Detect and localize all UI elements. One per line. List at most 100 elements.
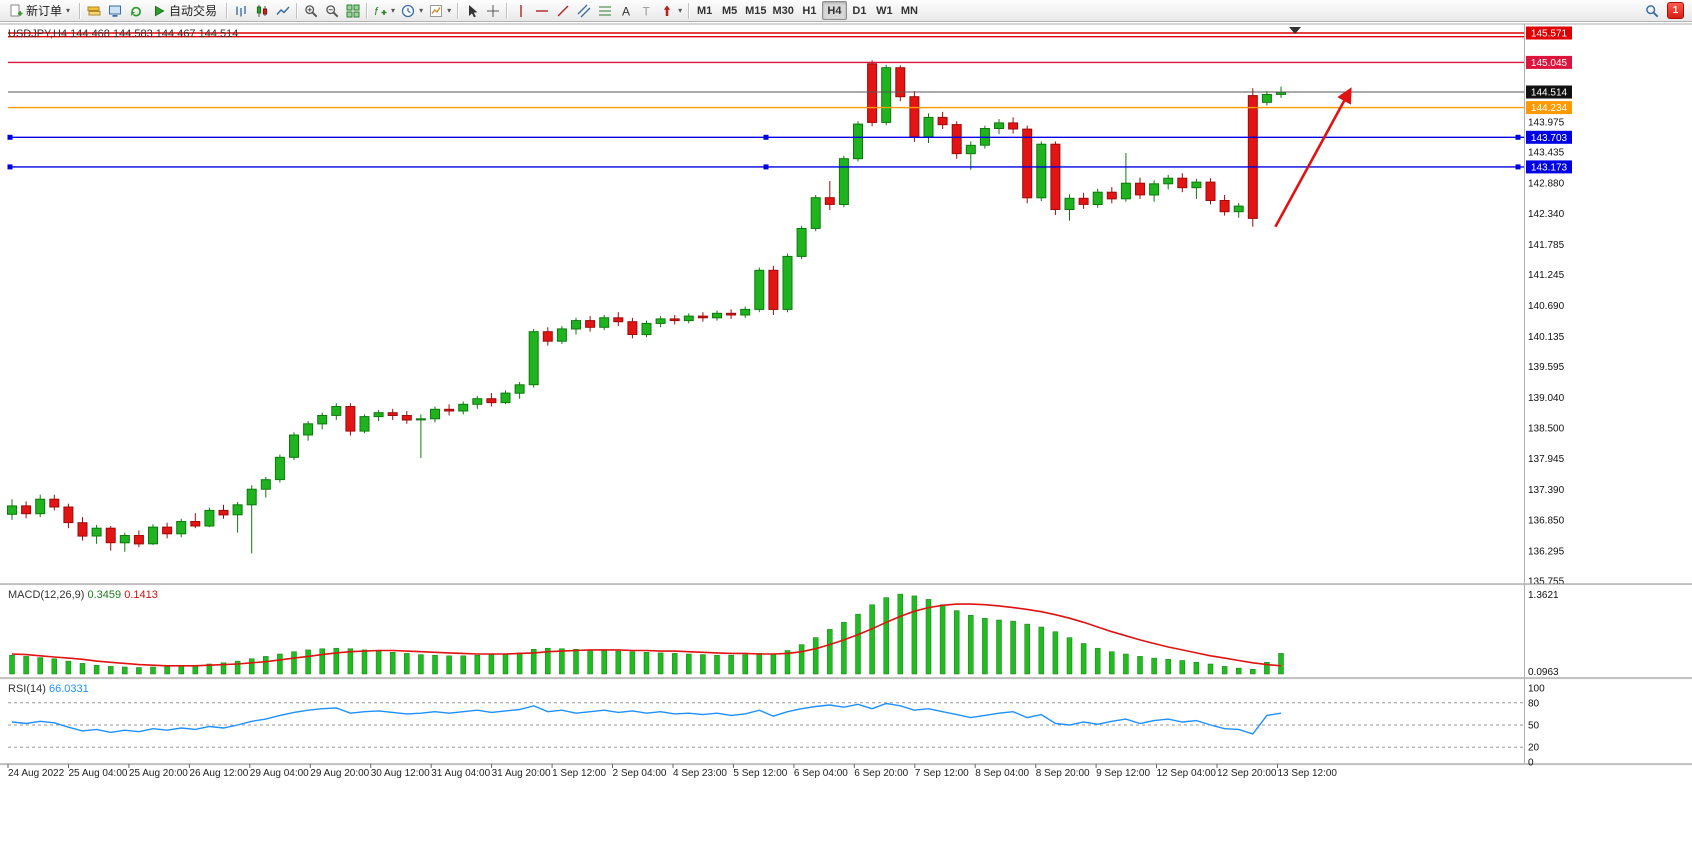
line-handle[interactable] [1515, 164, 1521, 170]
time-label: 8 Sep 04:00 [975, 768, 1029, 779]
macd-bar [883, 597, 889, 675]
line-handle[interactable] [7, 134, 13, 140]
zoom-out-button[interactable] [321, 1, 342, 20]
publisher-icon[interactable] [83, 1, 104, 20]
macd-bar [277, 653, 283, 675]
channel-button[interactable] [573, 1, 594, 20]
macd-bar [23, 656, 29, 675]
price-tick: 136.295 [1528, 546, 1565, 557]
notification-badge[interactable]: 1 [1667, 2, 1684, 19]
time-axis: 24 Aug 2022 25 Aug 04:00 25 Aug 20:00 26 Au… [7, 764, 1337, 779]
candlesticks [7, 60, 1286, 554]
price-tag-label: 145.571 [1531, 29, 1568, 40]
indicators-button[interactable]: f ▾ [370, 1, 398, 20]
line-chart-button[interactable] [272, 1, 293, 20]
timeframe-button-M15[interactable]: M15 [745, 4, 767, 17]
chart-shift-marker[interactable] [1289, 27, 1301, 34]
macd-bar [164, 666, 170, 675]
macd-bar [375, 650, 382, 675]
timeframe-button-MN[interactable]: MN [900, 4, 918, 17]
vertical-line-button[interactable] [510, 1, 531, 20]
trend-arrow[interactable] [1274, 87, 1352, 228]
line-handle[interactable] [7, 164, 13, 170]
new-order-button[interactable]: 新订单 ▾ [3, 1, 76, 20]
macd-bar [460, 655, 466, 675]
search-button[interactable] [1641, 1, 1662, 20]
timeframe-button-D1[interactable]: D1 [852, 4, 867, 17]
horizontal-line-button[interactable] [531, 1, 552, 20]
candlestick-chart-button[interactable] [251, 1, 272, 20]
hline-145.045[interactable]: 145.045 [8, 55, 1572, 69]
time-label: 8 Sep 20:00 [1036, 768, 1090, 779]
macd-bar [1066, 637, 1073, 675]
timeframe-button-M30[interactable]: M30 [772, 4, 794, 17]
rsi-level-label: 80 [1528, 698, 1540, 709]
price-tag [1526, 101, 1572, 115]
line-handle[interactable] [763, 164, 769, 170]
line-handle[interactable] [763, 134, 769, 140]
macd-bar [573, 649, 579, 675]
timeframe-button-H1[interactable]: H1 [802, 4, 817, 17]
time-label: 12 Sep 04:00 [1157, 768, 1217, 779]
price-tick: 143.975 [1528, 118, 1565, 129]
time-label: 9 Sep 12:00 [1096, 768, 1150, 779]
macd-bar [107, 666, 114, 675]
time-label: 12 Sep 20:00 [1217, 768, 1277, 779]
timeframe-button-W1[interactable]: W1 [876, 4, 893, 17]
periods-icon [401, 4, 415, 17]
macd-bar [855, 613, 861, 675]
cursor-icon [468, 4, 477, 17]
price-chart[interactable]: 145.571 145.045 144.234 143.703 143.173 144.5… [0, 22, 1692, 849]
macd-bar [1221, 666, 1228, 675]
time-label: 4 Sep 23:00 [673, 768, 727, 779]
macd-bar [305, 649, 311, 675]
hline-143.173[interactable]: 143.173 [7, 160, 1573, 174]
timeframe-button-M1[interactable]: M1 [696, 4, 713, 17]
macd-bar [1179, 660, 1186, 675]
macd-bar [263, 656, 269, 675]
periods-button[interactable]: ▾ [398, 1, 426, 20]
svg-text:f: f [375, 6, 379, 18]
templates-button[interactable]: ▾ [426, 1, 454, 20]
price-tick: 139.040 [1528, 393, 1565, 404]
text-button[interactable]: A [615, 1, 636, 20]
macd-bar [1264, 662, 1270, 675]
zoom-in-button[interactable] [300, 1, 321, 20]
autotrading-icon [155, 5, 165, 16]
macd-bar [897, 593, 904, 675]
time-label: 6 Sep 04:00 [794, 768, 848, 779]
arrows-button[interactable]: ▾ [657, 1, 685, 20]
time-label: 2 Sep 04:00 [613, 768, 667, 779]
crosshair-icon [486, 4, 499, 17]
hline-145.571[interactable]: 145.571 [8, 26, 1572, 40]
cursor-button[interactable] [461, 1, 482, 20]
macd-bar [742, 654, 748, 675]
refresh-icon[interactable] [125, 1, 146, 20]
macd-bar [996, 619, 1002, 675]
label-button[interactable]: T [636, 1, 657, 20]
chevron-down-icon: ▾ [678, 6, 683, 15]
price-tick: 141.245 [1528, 270, 1565, 281]
macd-bar [220, 662, 227, 675]
hline-144.234[interactable]: 144.234 [8, 101, 1572, 115]
fibonacci-button[interactable] [594, 1, 615, 20]
macd-bar [545, 647, 551, 675]
timeframe-button-H4[interactable]: H4 [821, 1, 847, 20]
vertical-line-icon [519, 4, 522, 17]
bar-chart-button[interactable] [230, 1, 251, 20]
terminal-icon[interactable] [104, 1, 125, 20]
chart-area[interactable]: 145.571 145.045 144.234 143.703 143.173 144.5… [0, 22, 1692, 849]
timeframe-button-M5[interactable]: M5 [721, 4, 738, 17]
macd-bar [347, 648, 354, 675]
rsi-level-label: 50 [1528, 721, 1540, 732]
macd-bar [1235, 667, 1242, 675]
macd-bar [1165, 659, 1171, 675]
line-handle[interactable] [1515, 134, 1521, 140]
trendline-button[interactable] [552, 1, 573, 20]
crosshair-button[interactable] [482, 1, 503, 20]
tile-windows-button[interactable] [342, 1, 363, 20]
autotrading-button[interactable]: 自动交易 [146, 1, 223, 20]
macd-bar [671, 653, 678, 675]
hline-143.703[interactable]: 143.703 [7, 130, 1573, 144]
